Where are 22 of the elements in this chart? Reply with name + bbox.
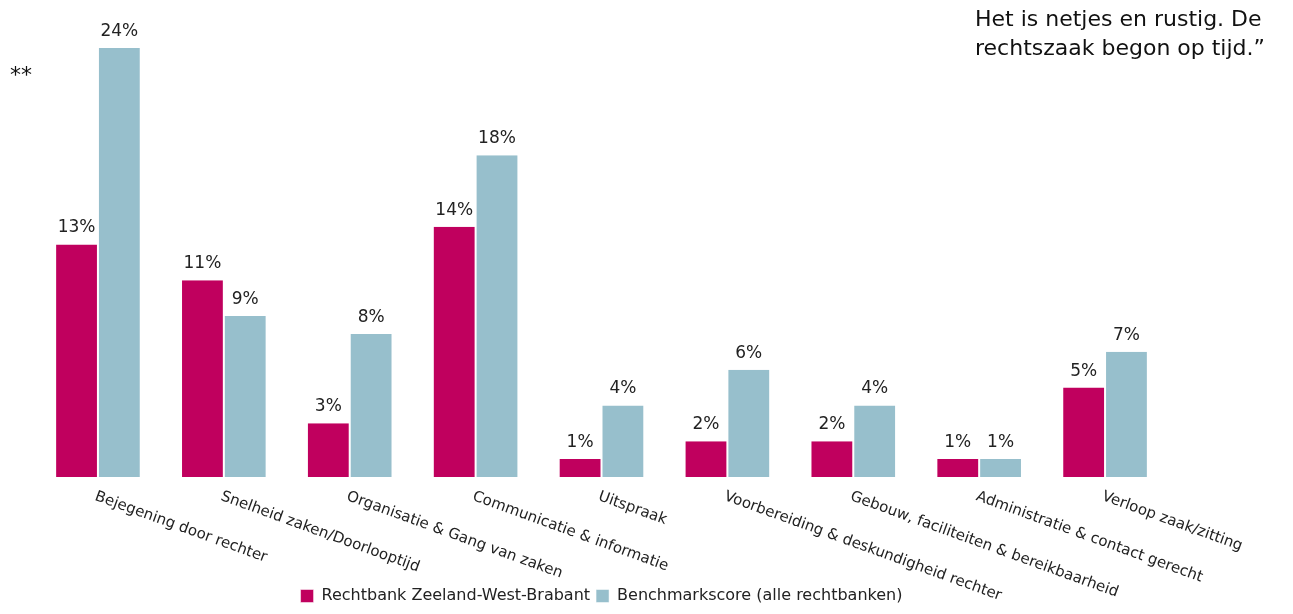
data-label: 2%: [692, 413, 720, 434]
data-label: 1%: [987, 431, 1015, 452]
annotation: Het is netjes en rustig. De rechtszaak begon op tijd.”: [975, 5, 1266, 62]
data-label: 13%: [57, 216, 96, 237]
data-label: 6%: [735, 341, 763, 362]
data-label: 5%: [1070, 359, 1098, 380]
data-label: 11%: [183, 252, 222, 273]
data-label: 3%: [314, 395, 342, 416]
data-label: 24%: [100, 19, 139, 40]
data-label: 1%: [944, 431, 972, 452]
data-label: 8%: [357, 305, 385, 326]
data-label: 9%: [231, 288, 259, 308]
legend-label: Rechtbank Zeeland-West-Brabant: [321, 585, 591, 605]
data-label: 1%: [566, 431, 594, 452]
legend-label: Benchmarkscore (alle rechtbanken): [617, 585, 903, 605]
data-label: 2%: [818, 413, 846, 434]
data-label: 4%: [609, 377, 637, 398]
data-label: 4%: [861, 377, 889, 398]
data-label: 7%: [1112, 323, 1140, 344]
data-label: 14%: [435, 198, 474, 219]
data-label: 18%: [478, 127, 516, 148]
text: **: [10, 62, 32, 87]
